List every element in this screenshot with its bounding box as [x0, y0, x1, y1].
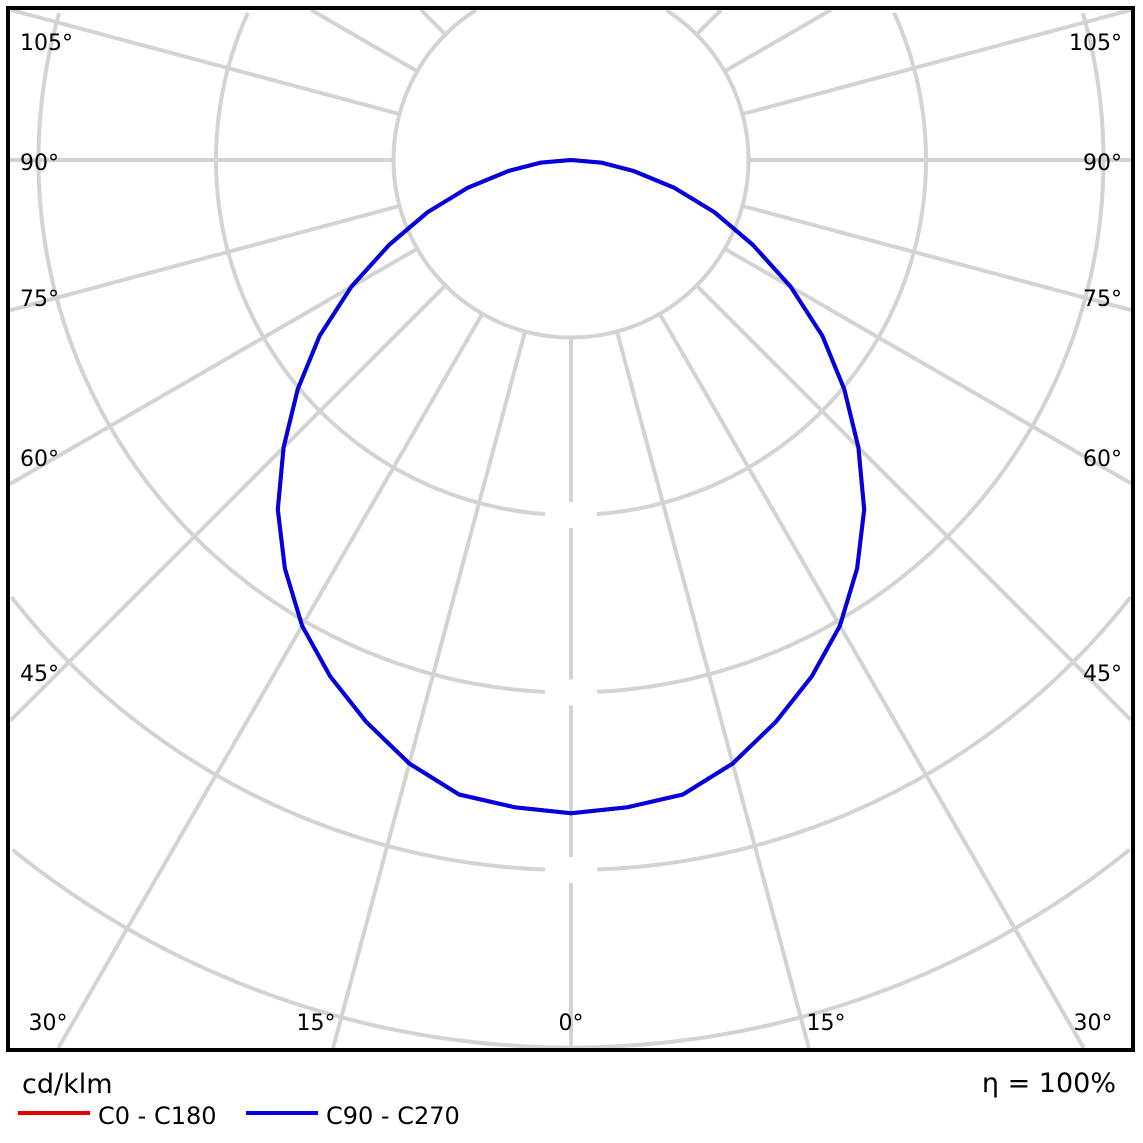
- plot-frame: [6, 6, 1135, 1052]
- radial-label-background: [545, 857, 597, 883]
- angle-label: 90°: [20, 151, 59, 176]
- angle-labels-left: 105° 90° 75° 60° 45°: [20, 31, 73, 687]
- grid-spoke: [56, 313, 484, 1050]
- grid-spoke: [310, 8, 418, 73]
- angle-label: 105°: [1069, 31, 1122, 56]
- grid-spoke: [8, 284, 447, 723]
- angle-label: 90°: [1083, 151, 1122, 176]
- grid-spoke: [615, 331, 811, 1049]
- legend: C0 - C180 C90 - C270: [18, 1102, 460, 1130]
- angle-label: 75°: [1083, 287, 1122, 312]
- grid-ring: [36, 12, 1106, 695]
- grid-spoke: [658, 313, 1086, 1050]
- angle-label: 60°: [1083, 447, 1122, 472]
- angle-labels-bottom: 30° 15° 0° 15° 30°: [29, 1011, 1113, 1036]
- grid-ring: [1080, 12, 1106, 160]
- grid-ring: [391, 8, 751, 340]
- angle-labels-right: 105° 90° 75° 60° 45°: [1069, 31, 1122, 687]
- angle-label: 45°: [1083, 662, 1122, 687]
- angle-label: 75°: [20, 287, 59, 312]
- angle-label: 60°: [20, 447, 59, 472]
- angle-label: 15°: [807, 1011, 846, 1036]
- grid-spoke: [742, 204, 1132, 313]
- grid-spoke: [331, 331, 527, 1049]
- grid-spoke: [10, 8, 400, 116]
- angle-label: 30°: [29, 1011, 68, 1036]
- radial-label-background: [545, 679, 597, 706]
- grid-spoke: [9, 204, 400, 313]
- grid-ring: [665, 8, 751, 160]
- grid-spoke: [695, 284, 1133, 722]
- angle-label: 0°: [559, 1011, 584, 1036]
- grid-spoke: [695, 8, 723, 36]
- grid-spoke: [742, 8, 1132, 116]
- angle-label: 105°: [20, 31, 73, 56]
- angle-label: 30°: [1074, 1011, 1113, 1036]
- efficiency-label: η = 100%: [982, 1068, 1116, 1099]
- radial-label-background: [545, 502, 597, 528]
- grid-ring: [892, 11, 928, 160]
- grid-spoke: [724, 8, 832, 73]
- angle-label: 45°: [20, 662, 59, 687]
- legend-label: C0 - C180: [98, 1102, 217, 1130]
- angle-label: 15°: [297, 1011, 336, 1036]
- unit-label: cd/klm: [22, 1069, 113, 1100]
- grid-spoke: [419, 8, 447, 36]
- series-curve-c90-c270: [275, 158, 867, 816]
- legend-label: C90 - C270: [326, 1102, 460, 1130]
- curves: [275, 158, 867, 816]
- grid-ring: [214, 11, 928, 517]
- polar-grid: [8, 8, 1133, 1050]
